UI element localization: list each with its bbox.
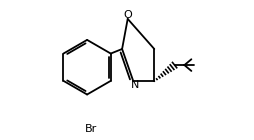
Text: O: O: [123, 10, 132, 20]
Text: Br: Br: [85, 124, 98, 134]
Text: N: N: [131, 80, 139, 90]
